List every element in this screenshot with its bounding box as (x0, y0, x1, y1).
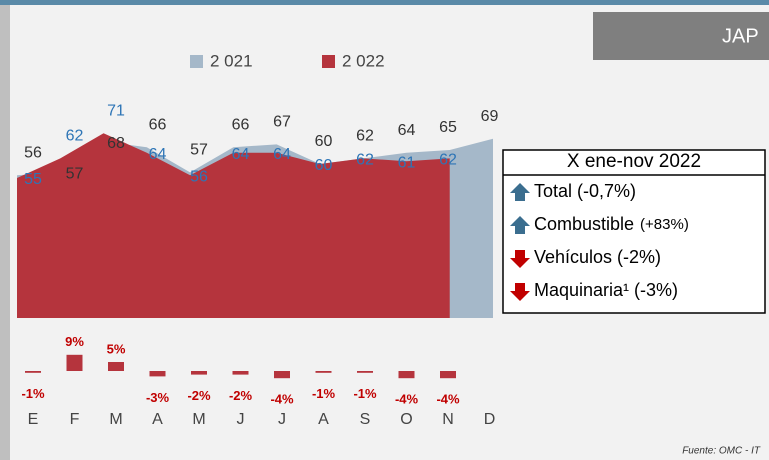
bar-label: 9% (65, 334, 84, 349)
data-label: 64 (232, 146, 250, 163)
source: Fuente: OMC - IT (682, 446, 761, 457)
x-tick-label: O (400, 411, 412, 428)
x-tick-label: M (192, 411, 205, 428)
x-tick-label: A (152, 411, 163, 428)
summary-item: Total (-0,7%) (534, 181, 636, 201)
data-label: 64 (398, 122, 416, 139)
data-label: 56 (190, 168, 208, 185)
bar (66, 354, 83, 371)
trend-arrow (510, 250, 530, 268)
legend-label: 2 021 (210, 51, 253, 70)
bar (315, 371, 332, 373)
x-tick-label: J (278, 411, 286, 428)
data-label: 64 (273, 146, 291, 163)
data-label: 62 (356, 152, 374, 169)
data-label: 66 (232, 116, 250, 133)
data-label: 57 (66, 166, 84, 183)
bar-label: -1% (312, 386, 336, 401)
top-strip (0, 0, 769, 5)
legend-swatch (322, 55, 335, 68)
data-label: 66 (149, 116, 167, 133)
bar (274, 371, 290, 379)
bar-label: -3% (146, 390, 170, 405)
summary-item-text: Vehículos (-2%) (534, 247, 661, 267)
legend-swatch (190, 55, 203, 68)
data-label: 67 (273, 114, 291, 131)
data-label: 61 (398, 154, 416, 171)
summary-item-note: (+83%) (640, 216, 689, 233)
x-tick-label: J (237, 411, 245, 428)
trend-arrow (510, 216, 530, 234)
data-label: 55 (24, 171, 42, 188)
bar-label: -2% (187, 388, 211, 403)
bar-label: -4% (436, 392, 460, 407)
data-label: 68 (107, 135, 125, 152)
bar-label: -1% (353, 386, 377, 401)
summary-box (502, 149, 766, 314)
data-label: 64 (149, 146, 167, 163)
trend-arrow (510, 283, 530, 301)
data-label: 62 (66, 128, 84, 145)
x-tick-label: M (109, 411, 122, 428)
bar (191, 371, 207, 375)
x-tick-label: N (442, 411, 454, 428)
data-label: 71 (107, 102, 125, 119)
data-label: 57 (190, 142, 208, 159)
data-label: 65 (439, 119, 457, 136)
bar (108, 362, 124, 371)
summary-item: Maquinaria¹ (-3%) (534, 280, 678, 300)
data-label: 60 (315, 157, 333, 174)
bar (232, 371, 249, 375)
bar (25, 371, 41, 373)
x-tick-label: E (28, 411, 39, 428)
area (17, 133, 450, 318)
data-label: 62 (356, 128, 374, 145)
bar-label: -4% (395, 392, 419, 407)
x-tick-label: F (70, 411, 80, 428)
data-label: 69 (481, 108, 499, 125)
summary-item-text: Maquinaria¹ (-3%) (534, 280, 678, 300)
bar-label: -4% (270, 392, 294, 407)
data-label: 60 (315, 133, 333, 150)
summary-item-text: Combustible (534, 214, 634, 234)
left-strip (0, 5, 10, 460)
x-tick-label: A (318, 411, 329, 428)
bar-label: -1% (21, 386, 45, 401)
data-label: 62 (439, 152, 457, 169)
summary-item: Vehículos (-2%) (534, 247, 661, 267)
bar (357, 371, 373, 373)
bar-label: -2% (229, 388, 253, 403)
summary-item: Combustible (+83%) (534, 214, 689, 234)
trend-arrow (510, 183, 530, 201)
legend-label: 2 022 (342, 51, 385, 70)
x-tick-label: S (360, 411, 371, 428)
data-label: 56 (24, 144, 42, 161)
summary-item-text: Total (-0,7%) (534, 181, 636, 201)
bar (149, 371, 166, 377)
bar (398, 371, 415, 379)
bar (440, 371, 456, 379)
banner-text: JAP (722, 25, 759, 47)
banner (593, 12, 769, 60)
x-tick-label: D (484, 411, 496, 428)
bar-label: 5% (107, 341, 126, 356)
summary-title: X ene-nov 2022 (567, 151, 701, 172)
